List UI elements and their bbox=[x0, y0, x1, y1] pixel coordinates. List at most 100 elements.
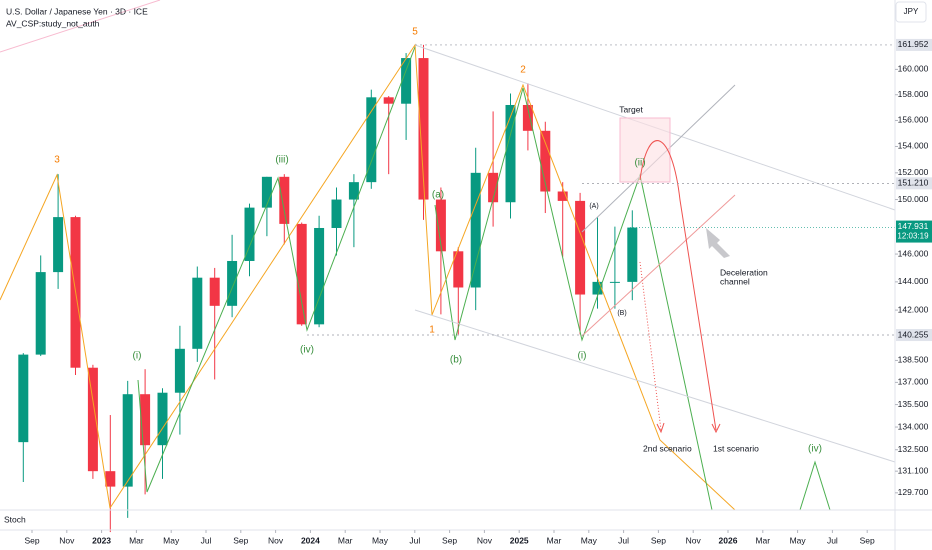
currency-button[interactable] bbox=[895, 1, 927, 23]
x-tick-label: Nov bbox=[59, 535, 75, 545]
x-tick-label: Jul bbox=[409, 535, 420, 545]
y-tick-label: 135.500 bbox=[898, 399, 929, 409]
wave-line bbox=[434, 87, 713, 511]
arrow-head bbox=[656, 422, 665, 434]
candle-body bbox=[383, 97, 394, 104]
candle-body bbox=[609, 281, 620, 283]
x-tick-label: Sep bbox=[24, 535, 39, 545]
x-tick-label: Mar bbox=[129, 535, 144, 545]
wave-line bbox=[109, 43, 736, 511]
target-box bbox=[619, 117, 671, 183]
wave-label: 1 bbox=[429, 325, 435, 336]
axes: 160.000 158.000 156.000 154.000 152.000 150.0… bbox=[24, 64, 928, 546]
wave-label: (ii) bbox=[634, 158, 645, 169]
y-tick-label: 129.700 bbox=[898, 487, 929, 497]
annotation: 1st scenario bbox=[713, 443, 759, 453]
wave-line bbox=[0, 173, 111, 509]
candle-body bbox=[157, 392, 168, 446]
y-tick-label: 146.000 bbox=[898, 248, 929, 258]
y-tick-label: 150.000 bbox=[898, 194, 929, 204]
candle-body bbox=[279, 176, 290, 224]
candle-body bbox=[401, 58, 412, 104]
y-tick-label: 158.000 bbox=[898, 89, 929, 99]
x-tick-label: May bbox=[163, 535, 180, 545]
study-label: AV_CSP:study_not_auth bbox=[6, 18, 100, 28]
annotation: 2nd scenario bbox=[643, 443, 692, 453]
candle-body bbox=[627, 227, 638, 282]
wave-label: (iii) bbox=[275, 155, 288, 166]
y-tick-label: 154.000 bbox=[898, 141, 929, 151]
x-tick-label: 2024 bbox=[301, 535, 320, 545]
x-tick-label: Jul bbox=[201, 535, 212, 545]
candle-body bbox=[87, 367, 98, 472]
candle-body bbox=[348, 182, 359, 200]
candle-body bbox=[244, 207, 255, 261]
y-tick-label: 160.000 bbox=[898, 64, 929, 74]
x-tick-label: May bbox=[790, 535, 807, 545]
candle-body bbox=[418, 58, 429, 200]
annotation: channel bbox=[720, 276, 750, 286]
price-label: 140.255 bbox=[898, 329, 929, 339]
wave-label: (i) bbox=[578, 351, 587, 362]
candle-body bbox=[209, 277, 220, 306]
candle-body bbox=[122, 394, 133, 487]
candle-body bbox=[470, 172, 481, 288]
wave-label: (B) bbox=[617, 310, 626, 317]
y-tick-label: 144.000 bbox=[898, 276, 929, 286]
x-tick-label: Nov bbox=[686, 535, 702, 545]
candle-body bbox=[174, 348, 185, 393]
price-label: 151.210 bbox=[898, 178, 929, 188]
price-label-box bbox=[896, 38, 932, 51]
x-tick-label: Jul bbox=[827, 535, 838, 545]
wave-label: (i) bbox=[133, 351, 142, 362]
arrow bbox=[706, 228, 730, 258]
candle-body bbox=[592, 281, 603, 295]
candle-body bbox=[435, 199, 446, 252]
y-tick-label: 152.000 bbox=[898, 167, 929, 177]
x-tick-label: Nov bbox=[268, 535, 284, 545]
y-tick-label: 142.000 bbox=[898, 304, 929, 314]
annotation: Target bbox=[619, 104, 643, 114]
wave-label: (a) bbox=[432, 190, 444, 201]
x-tick-label: Sep bbox=[651, 535, 666, 545]
y-tick-label: 156.000 bbox=[898, 115, 929, 125]
currency-label[interactable]: JPY bbox=[904, 7, 919, 16]
x-tick-label: Nov bbox=[477, 535, 493, 545]
scenario-path bbox=[639, 140, 717, 431]
y-tick-label: 134.000 bbox=[898, 421, 929, 431]
y-tick-label: 131.100 bbox=[898, 465, 929, 475]
x-tick-label: 2025 bbox=[510, 535, 529, 545]
candle-body bbox=[540, 130, 551, 192]
trend-line bbox=[0, 0, 161, 53]
annotation: Deceleration bbox=[720, 267, 768, 277]
candle-body bbox=[140, 394, 151, 446]
wave-label: 3 bbox=[54, 155, 60, 166]
candle-body bbox=[261, 176, 272, 208]
wave-label: (A) bbox=[589, 203, 598, 210]
arrow-head bbox=[711, 423, 721, 434]
wave-label: 2 bbox=[520, 65, 526, 76]
candle-body bbox=[296, 223, 307, 325]
wave-label: (iv) bbox=[808, 444, 822, 455]
x-tick-label: 2026 bbox=[719, 535, 738, 545]
last-price-label: 147.931 bbox=[898, 221, 929, 231]
candle-body bbox=[366, 97, 377, 183]
candle-body bbox=[488, 172, 499, 203]
price-label-box bbox=[896, 177, 932, 190]
x-tick-label: May bbox=[581, 535, 598, 545]
last-price-box bbox=[896, 220, 932, 243]
candle-body bbox=[18, 354, 29, 443]
x-tick-label: 2023 bbox=[92, 535, 111, 545]
indicator-label: Stoch bbox=[4, 514, 26, 524]
candle-body bbox=[192, 277, 203, 349]
wave-label: (iv) bbox=[300, 345, 314, 356]
y-tick-label: 132.500 bbox=[898, 444, 929, 454]
candle-body bbox=[35, 272, 46, 355]
channel-line bbox=[581, 194, 736, 337]
candle-body bbox=[557, 191, 568, 201]
candle-body bbox=[522, 104, 533, 131]
symbol-title: U.S. Dollar / Japanese Yen · 3D · ICE bbox=[6, 6, 148, 16]
price-label: 161.952 bbox=[898, 39, 929, 49]
